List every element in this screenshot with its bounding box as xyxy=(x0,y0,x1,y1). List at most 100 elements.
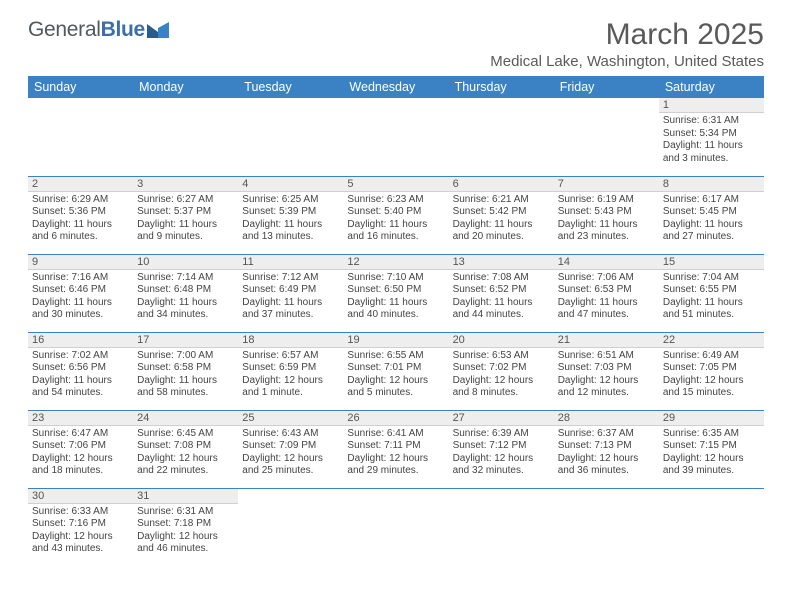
calendar-day-cell: 1Sunrise: 6:31 AMSunset: 5:34 PMDaylight… xyxy=(659,98,764,176)
sunrise-text: Sunrise: 6:31 AM xyxy=(137,506,234,519)
calendar-day-cell: 22Sunrise: 6:49 AMSunset: 7:05 PMDayligh… xyxy=(659,332,764,410)
sunrise-text: Sunrise: 6:29 AM xyxy=(32,194,129,207)
daylight-text: Daylight: 12 hours and 46 minutes. xyxy=(137,531,234,556)
sunrise-text: Sunrise: 6:25 AM xyxy=(242,194,339,207)
calendar-empty-cell xyxy=(449,98,554,176)
day-details: Sunrise: 6:45 AMSunset: 7:08 PMDaylight:… xyxy=(133,426,238,480)
day-number: 23 xyxy=(28,411,133,426)
sunrise-text: Sunrise: 6:57 AM xyxy=(242,350,339,363)
day-details: Sunrise: 6:49 AMSunset: 7:05 PMDaylight:… xyxy=(659,348,764,402)
daylight-text: Daylight: 11 hours and 47 minutes. xyxy=(558,297,655,322)
sunset-text: Sunset: 6:48 PM xyxy=(137,284,234,297)
calendar-empty-cell xyxy=(238,98,343,176)
day-number: 15 xyxy=(659,255,764,270)
weekday-header: Wednesday xyxy=(343,76,448,98)
sunrise-text: Sunrise: 6:19 AM xyxy=(558,194,655,207)
calendar-week-row: 2Sunrise: 6:29 AMSunset: 5:36 PMDaylight… xyxy=(28,176,764,254)
calendar-day-cell: 4Sunrise: 6:25 AMSunset: 5:39 PMDaylight… xyxy=(238,176,343,254)
sunrise-text: Sunrise: 6:55 AM xyxy=(347,350,444,363)
sunset-text: Sunset: 6:58 PM xyxy=(137,362,234,375)
daylight-text: Daylight: 12 hours and 22 minutes. xyxy=(137,453,234,478)
calendar-day-cell: 15Sunrise: 7:04 AMSunset: 6:55 PMDayligh… xyxy=(659,254,764,332)
page-title: March 2025 xyxy=(490,18,764,52)
calendar-empty-cell xyxy=(343,98,448,176)
day-details: Sunrise: 7:08 AMSunset: 6:52 PMDaylight:… xyxy=(449,270,554,324)
calendar-empty-cell xyxy=(133,98,238,176)
day-number: 9 xyxy=(28,255,133,270)
calendar-week-row: 23Sunrise: 6:47 AMSunset: 7:06 PMDayligh… xyxy=(28,410,764,488)
sunrise-text: Sunrise: 6:27 AM xyxy=(137,194,234,207)
day-number: 17 xyxy=(133,333,238,348)
sunset-text: Sunset: 7:11 PM xyxy=(347,440,444,453)
day-number: 4 xyxy=(238,177,343,192)
daylight-text: Daylight: 12 hours and 5 minutes. xyxy=(347,375,444,400)
weekday-header: Saturday xyxy=(659,76,764,98)
calendar-day-cell: 23Sunrise: 6:47 AMSunset: 7:06 PMDayligh… xyxy=(28,410,133,488)
calendar-day-cell: 19Sunrise: 6:55 AMSunset: 7:01 PMDayligh… xyxy=(343,332,448,410)
sunrise-text: Sunrise: 6:47 AM xyxy=(32,428,129,441)
weekday-header: Monday xyxy=(133,76,238,98)
day-number: 14 xyxy=(554,255,659,270)
day-details: Sunrise: 6:19 AMSunset: 5:43 PMDaylight:… xyxy=(554,192,659,246)
day-number: 1 xyxy=(659,98,764,113)
sunset-text: Sunset: 5:37 PM xyxy=(137,206,234,219)
day-details: Sunrise: 6:25 AMSunset: 5:39 PMDaylight:… xyxy=(238,192,343,246)
weekday-header: Friday xyxy=(554,76,659,98)
calendar-day-cell: 24Sunrise: 6:45 AMSunset: 7:08 PMDayligh… xyxy=(133,410,238,488)
sunset-text: Sunset: 5:42 PM xyxy=(453,206,550,219)
sunset-text: Sunset: 7:16 PM xyxy=(32,518,129,531)
calendar-day-cell: 6Sunrise: 6:21 AMSunset: 5:42 PMDaylight… xyxy=(449,176,554,254)
calendar-empty-cell xyxy=(554,98,659,176)
logo-part1: General xyxy=(28,18,101,41)
sunset-text: Sunset: 7:15 PM xyxy=(663,440,760,453)
day-number: 18 xyxy=(238,333,343,348)
calendar-day-cell: 21Sunrise: 6:51 AMSunset: 7:03 PMDayligh… xyxy=(554,332,659,410)
calendar-day-cell: 28Sunrise: 6:37 AMSunset: 7:13 PMDayligh… xyxy=(554,410,659,488)
location-subtitle: Medical Lake, Washington, United States xyxy=(490,53,764,70)
sunrise-text: Sunrise: 7:00 AM xyxy=(137,350,234,363)
day-number: 19 xyxy=(343,333,448,348)
sunset-text: Sunset: 5:39 PM xyxy=(242,206,339,219)
day-details: Sunrise: 6:51 AMSunset: 7:03 PMDaylight:… xyxy=(554,348,659,402)
calendar-week-row: 16Sunrise: 7:02 AMSunset: 6:56 PMDayligh… xyxy=(28,332,764,410)
day-number: 31 xyxy=(133,489,238,504)
daylight-text: Daylight: 11 hours and 27 minutes. xyxy=(663,219,760,244)
sunrise-text: Sunrise: 6:43 AM xyxy=(242,428,339,441)
day-number: 27 xyxy=(449,411,554,426)
sunset-text: Sunset: 6:56 PM xyxy=(32,362,129,375)
day-number: 22 xyxy=(659,333,764,348)
calendar-week-row: 30Sunrise: 6:33 AMSunset: 7:16 PMDayligh… xyxy=(28,488,764,566)
title-area: March 2025 Medical Lake, Washington, Uni… xyxy=(490,18,764,70)
sunset-text: Sunset: 7:08 PM xyxy=(137,440,234,453)
calendar-empty-cell xyxy=(659,488,764,566)
daylight-text: Daylight: 11 hours and 3 minutes. xyxy=(663,140,760,165)
day-details: Sunrise: 6:29 AMSunset: 5:36 PMDaylight:… xyxy=(28,192,133,246)
day-details: Sunrise: 7:16 AMSunset: 6:46 PMDaylight:… xyxy=(28,270,133,324)
day-number: 11 xyxy=(238,255,343,270)
daylight-text: Daylight: 11 hours and 40 minutes. xyxy=(347,297,444,322)
daylight-text: Daylight: 12 hours and 32 minutes. xyxy=(453,453,550,478)
sunrise-text: Sunrise: 7:16 AM xyxy=(32,272,129,285)
day-details: Sunrise: 6:47 AMSunset: 7:06 PMDaylight:… xyxy=(28,426,133,480)
day-details: Sunrise: 7:00 AMSunset: 6:58 PMDaylight:… xyxy=(133,348,238,402)
day-number: 26 xyxy=(343,411,448,426)
day-details: Sunrise: 6:39 AMSunset: 7:12 PMDaylight:… xyxy=(449,426,554,480)
daylight-text: Daylight: 11 hours and 20 minutes. xyxy=(453,219,550,244)
sunrise-text: Sunrise: 6:33 AM xyxy=(32,506,129,519)
day-details: Sunrise: 6:33 AMSunset: 7:16 PMDaylight:… xyxy=(28,504,133,558)
sunrise-text: Sunrise: 6:23 AM xyxy=(347,194,444,207)
sunset-text: Sunset: 7:13 PM xyxy=(558,440,655,453)
sunset-text: Sunset: 6:59 PM xyxy=(242,362,339,375)
sunrise-text: Sunrise: 6:31 AM xyxy=(663,115,760,128)
day-number: 10 xyxy=(133,255,238,270)
calendar-day-cell: 26Sunrise: 6:41 AMSunset: 7:11 PMDayligh… xyxy=(343,410,448,488)
weekday-header: Thursday xyxy=(449,76,554,98)
sunset-text: Sunset: 5:45 PM xyxy=(663,206,760,219)
sunrise-text: Sunrise: 6:21 AM xyxy=(453,194,550,207)
day-details: Sunrise: 6:23 AMSunset: 5:40 PMDaylight:… xyxy=(343,192,448,246)
day-number: 29 xyxy=(659,411,764,426)
sunrise-text: Sunrise: 6:35 AM xyxy=(663,428,760,441)
calendar-day-cell: 25Sunrise: 6:43 AMSunset: 7:09 PMDayligh… xyxy=(238,410,343,488)
day-details: Sunrise: 6:53 AMSunset: 7:02 PMDaylight:… xyxy=(449,348,554,402)
calendar-day-cell: 20Sunrise: 6:53 AMSunset: 7:02 PMDayligh… xyxy=(449,332,554,410)
